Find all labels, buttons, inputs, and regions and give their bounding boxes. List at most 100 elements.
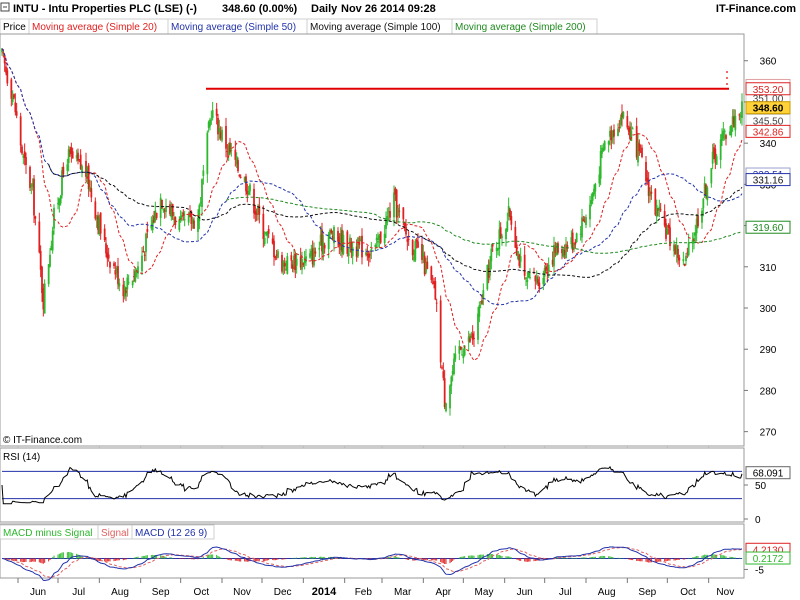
candle-body-down [433,280,435,285]
candle-body-down [441,367,443,369]
candle-body-down [638,143,641,152]
candle-body-down [663,210,666,226]
candle-body-down [674,245,677,255]
candle-body-down [311,248,314,265]
candle-body-up [339,233,342,251]
candle-body-up [454,353,457,360]
candle-body-up [655,205,658,217]
candle-body-down [163,210,166,212]
candle-body-up [178,219,181,231]
price-tag-box [745,82,791,96]
candle-body-down [143,254,146,256]
candle-body-down [621,112,623,118]
candle-body-up [333,227,335,244]
candle-body-down [146,229,149,232]
candle-body-up [715,156,718,165]
candle-body-up [141,255,143,272]
candle-body-down [14,102,17,113]
candle-body-down [79,154,82,170]
candle-body-down [610,130,613,141]
rsi-last-label: 68.091 [753,469,784,480]
price-tag-label: 348.60 [753,104,784,115]
candle-body-up [263,237,266,245]
price-y-tick-label: 300 [760,304,777,315]
candle-body-down [271,238,274,244]
candle-body-down [650,191,653,194]
candle-body-down [291,264,294,269]
candle-body-up [517,251,519,259]
candle-body-up [243,176,246,182]
candle-body-up [11,95,14,102]
candle-body-up [529,277,531,279]
macd-panel-frame [0,523,745,579]
candle-body-down [618,127,621,129]
candle-body-up [527,272,530,278]
candle-body-down [314,251,317,254]
candle-body-up [543,267,546,277]
candle-body-up [477,313,479,340]
legend-hist: MACD minus Signal [3,528,92,539]
candle-body-up [682,259,685,262]
macd-tag-box [745,551,791,565]
candle-body-up [695,218,698,234]
candle-body-down [274,256,277,259]
candle-body-up [183,219,186,221]
rsi-title: RSI (14) [3,452,40,463]
candle-body-up [170,207,173,218]
candle-body-up [22,155,25,158]
candle-body-up [687,242,690,256]
candle-body-up [691,240,694,244]
candle-body-down [69,150,71,152]
candle-body-up [50,245,53,251]
candle-body-down [215,108,218,116]
x-tick-label: 2014 [312,586,337,598]
candle-body-up [386,216,389,223]
candle-body-up [81,165,83,173]
candle-body-down [423,255,426,275]
candle-body-down [481,300,483,304]
candle-body-down [714,148,717,163]
candle-body-up [397,207,399,216]
candle-body-up [127,282,130,284]
candle-body-down [33,178,35,216]
candle-body-down [398,210,401,212]
candle-body-down [117,266,119,285]
candle-body-up [75,155,78,159]
period-label: Daily [311,3,338,15]
candle-body-down [302,263,305,265]
candle-body-up [553,244,555,267]
candle-body-down [161,199,163,209]
candle-body-down [105,243,107,254]
candle-body-down [582,219,585,221]
legend-macd-box[interactable] [131,524,215,540]
candle-body-up [562,249,565,257]
candle-body-up [137,266,139,274]
chart-header: INTU - Intu Properties PLC (LSE) (-) 348… [0,2,796,15]
candle-body-down [338,236,341,246]
candle-body-up [51,230,54,251]
candle-body-down [430,266,433,280]
candle-body-up [609,130,611,137]
candle-body-up [118,283,121,287]
candle-body-up [49,254,51,267]
candle-body-down [321,229,323,252]
ma100-line [48,164,743,278]
candle-body-up [570,237,573,245]
candle-body-up [721,133,723,141]
candle-body-up [729,131,731,136]
candle-body-up [450,376,453,386]
candle-body-up [542,277,545,285]
rsi-y-tick-label: 0 [755,515,761,526]
candle-body-up [507,206,510,217]
candle-body-down [407,239,410,241]
candle-body-up [589,204,591,220]
candle-body-down [217,117,219,135]
candle-body-up [719,139,722,160]
candle-body-up [525,277,527,280]
resistance-dot [726,71,728,73]
candle-body-down [41,266,43,293]
candle-body-up [451,370,454,375]
candle-body-up [295,258,298,266]
price-tag-label: 319.60 [753,223,784,234]
